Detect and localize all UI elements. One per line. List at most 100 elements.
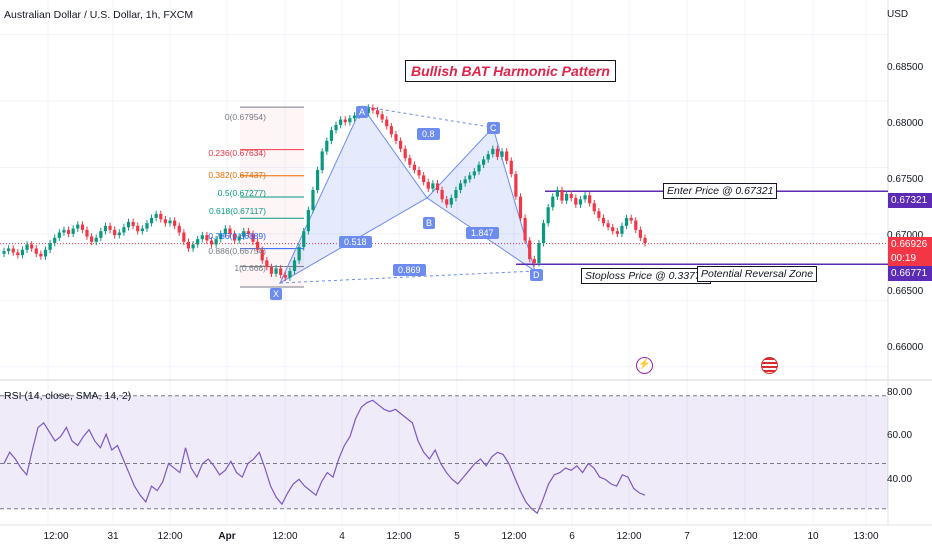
candle-body [80,224,84,230]
candle-body [228,228,232,234]
candle-body [94,237,98,242]
candle-body [34,248,38,254]
candle-body [606,223,610,228]
candle-body [71,228,75,234]
fib-level-label: 0.618(0.67117) [208,206,266,216]
candle-body [136,225,140,232]
candle-body [140,228,144,232]
candle-body [25,244,29,250]
candle-body [154,213,158,218]
candle-body [366,107,370,113]
candle-body [122,227,126,233]
candle-body [523,217,527,241]
candle-body [219,233,223,240]
candle-body [505,151,509,161]
entry-price-tag: 0.67321 [888,193,932,208]
price-tick: 0.68000 [887,118,924,129]
time-tick: 4 [339,531,345,542]
candle-body [583,195,587,200]
candle-body [551,196,555,208]
candle-body [389,126,393,135]
time-tick: 12:00 [157,531,183,542]
candle-body [468,175,472,180]
lightning-event-icon[interactable]: ⚡ [636,357,653,374]
candle-body [48,243,52,250]
candle-body [288,271,292,278]
candle-body [177,225,181,233]
time-tick: 12:00 [732,531,758,542]
candle-body [214,239,218,245]
fib-level-label: 0(0.67954) [224,112,266,122]
candle-body [569,193,573,198]
candle-body [348,118,352,123]
candle-body [638,229,642,238]
candle-body [491,148,495,155]
candle-body [629,217,633,221]
time-tick: Apr [218,531,236,542]
time-tick: 12:00 [616,531,642,542]
candle-body [108,225,112,230]
candle-body [339,119,343,125]
time-tick: 6 [569,531,575,542]
candle-body [85,229,89,237]
candle-body [541,223,546,244]
candle-body [537,243,541,264]
candle-body [311,190,315,210]
point-x-label: X [270,288,283,300]
candle-body [191,244,195,249]
prz-label: Potential Reversal Zone [697,266,818,282]
candle-body [592,203,596,212]
point-b-label: B [423,217,436,229]
candle-body [518,196,523,218]
candle-body [256,241,260,250]
candle-body [62,229,66,233]
candle-body [260,249,264,261]
candle-body [528,240,532,260]
xd-ratio-label: 0.869 [393,264,426,276]
pattern-title-box: Bullish BAT Harmonic Pattern [405,60,616,82]
candle-body [495,148,500,157]
candle-body [159,213,163,220]
us-flag-event-icon[interactable] [761,357,778,374]
candle-body [555,190,559,197]
candle-body [426,182,430,189]
point-c-label: C [487,122,500,134]
candle-body [274,268,278,274]
candle-body [209,240,214,245]
time-tick: 12:00 [386,531,412,542]
candle-body [320,151,324,171]
candle-body [168,220,172,224]
candle-body [242,231,246,237]
candle-body [145,223,149,229]
candle-body [343,119,347,123]
candle-body [196,239,200,245]
price-tick: 0.66500 [887,286,924,297]
candle-body [205,235,209,241]
candle-body [509,160,513,175]
candle-body [588,195,592,204]
time-tick: 12:00 [43,531,69,542]
ac-ratio-line [361,105,494,129]
fib-level-label: 0.786(0.66889) [208,231,266,241]
candle-body [643,237,647,244]
candle-body [435,183,440,190]
fib-level-label: 0.5(0.67277) [217,188,266,198]
candle-body [403,148,407,159]
candle-body [43,249,48,257]
candle-body [90,236,94,242]
time-tick: 10 [807,531,819,542]
candle-body [385,119,389,127]
candle-body [514,174,518,197]
candle-body [265,260,269,268]
candle-body [53,237,57,244]
fib-level-label: 0.236(0.67634) [208,148,266,158]
candle-body [611,227,615,232]
candle-body [113,229,117,236]
candle-body [560,190,564,201]
candle-body [500,151,504,157]
candle-body [302,231,306,248]
candle-body [574,197,578,205]
rsi-line [3,399,646,515]
candle-body [624,217,629,226]
